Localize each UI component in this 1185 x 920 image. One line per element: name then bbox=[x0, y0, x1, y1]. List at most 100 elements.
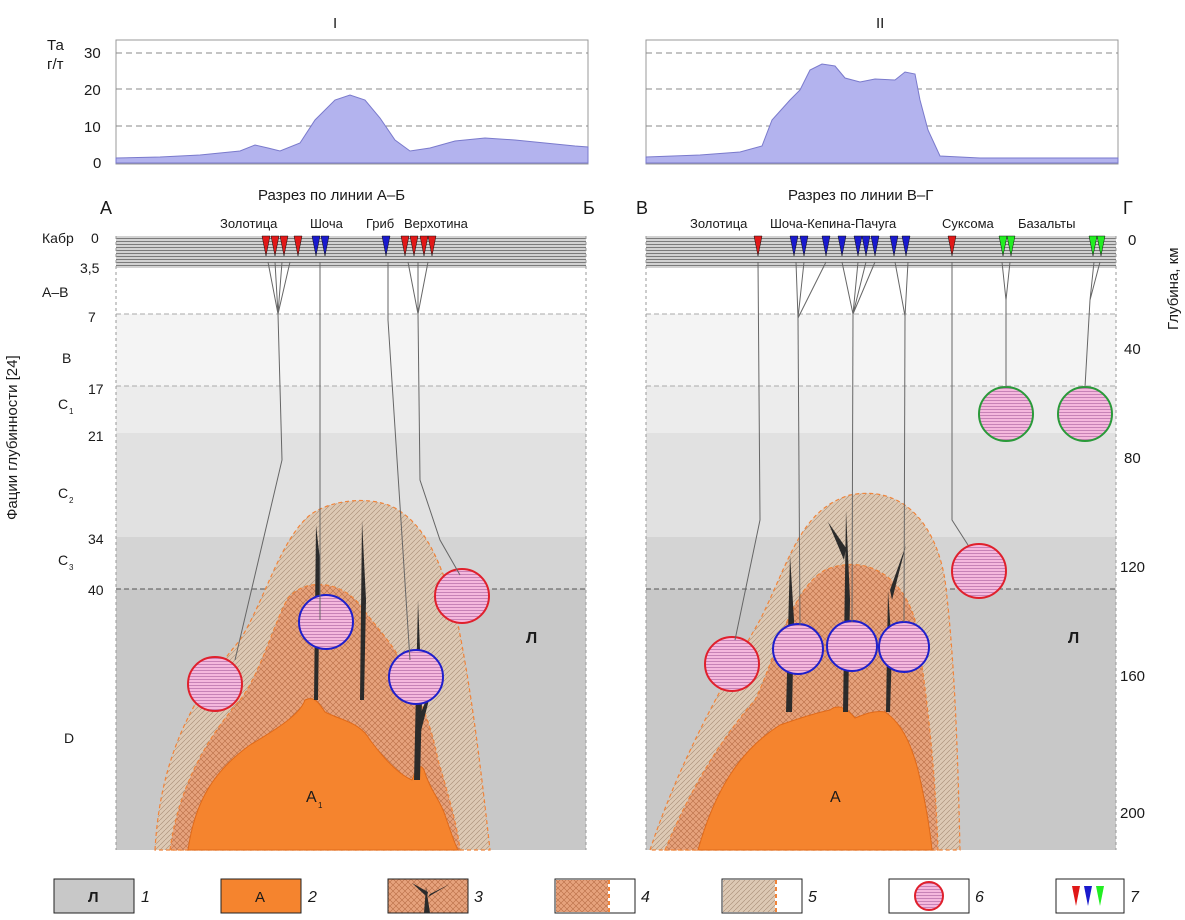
pipe-green-marker bbox=[1006, 235, 1016, 257]
corner-label-a: А bbox=[100, 198, 112, 218]
legend-item-2-label: А bbox=[255, 889, 265, 906]
kimberlite-source-red-right-2 bbox=[951, 543, 1007, 599]
ta-ylabel-line1: Та bbox=[47, 37, 64, 54]
pipe-red-marker bbox=[427, 235, 437, 257]
basalt-source-green-right-2 bbox=[1057, 386, 1113, 442]
legend-item-4: 4 bbox=[554, 878, 650, 914]
ta-tick-30: 30 bbox=[84, 45, 101, 62]
legend-item-4-number: 4 bbox=[641, 889, 650, 906]
kimberlite-dyke-left-2 bbox=[360, 520, 366, 700]
ta-profile-area-left bbox=[115, 94, 589, 164]
facies-zone-a-v: А–В bbox=[42, 284, 68, 300]
kimberlite-source-blue-left-1 bbox=[298, 594, 354, 650]
pipe-blue-marker bbox=[320, 235, 330, 257]
pipe-blue-marker bbox=[853, 235, 863, 257]
facies-boundary-0: 0 bbox=[91, 230, 99, 246]
pipe-red-marker bbox=[409, 235, 419, 257]
depth-tick-120: 120 bbox=[1120, 559, 1145, 576]
magma-pathways-right bbox=[734, 261, 1101, 641]
crust-band-left bbox=[116, 236, 586, 268]
well-label-shocha-kepina-pachuga: Шоча-Кепина-Пачуга bbox=[770, 216, 897, 231]
facies-zone-c3: С bbox=[58, 552, 68, 568]
ta-profile-area-right bbox=[645, 63, 1119, 164]
legend-item-3: 3 bbox=[387, 878, 483, 914]
well-label-grib: Гриб bbox=[366, 216, 394, 231]
facies-kabr-label: Кабр bbox=[42, 230, 74, 246]
depth-axis-label: Глубина, км bbox=[1165, 247, 1182, 330]
pipe-red-marker bbox=[753, 235, 763, 257]
ta-ylabel-line2: г/т bbox=[47, 56, 64, 73]
cross-section-right: Л А bbox=[645, 235, 1117, 851]
kimberlite-dyke-right-2-branch bbox=[828, 522, 846, 560]
asthenolith-label-left: А bbox=[306, 789, 317, 806]
section-title-left: Разрез по линии А–Б bbox=[258, 187, 405, 204]
kimberlite-dyke-right-3-branch bbox=[890, 545, 906, 600]
ta-chart-right bbox=[645, 39, 1119, 165]
well-label-bazalty: Базальты bbox=[1018, 216, 1075, 231]
legend-item-5: 5 bbox=[721, 878, 817, 914]
pipe-markers-right bbox=[753, 235, 1106, 257]
legend-item-5-number: 5 bbox=[808, 889, 817, 906]
kimberlite-source-red-right-1 bbox=[704, 636, 760, 692]
facies-boundary-7: 7 bbox=[88, 309, 96, 325]
depth-tick-160: 160 bbox=[1120, 668, 1145, 685]
legend-item-2-number: 2 bbox=[307, 889, 317, 906]
corner-label-b: Б bbox=[583, 198, 595, 218]
magma-pathways-left bbox=[234, 261, 461, 661]
legend-item-1: Л 1 bbox=[53, 878, 150, 914]
ta-tick-10: 10 bbox=[84, 119, 101, 136]
facies-boundary-21: 21 bbox=[88, 428, 104, 444]
pipe-green-marker bbox=[998, 235, 1008, 257]
pipe-blue-marker bbox=[789, 235, 799, 257]
well-label-suksoma: Суксома bbox=[942, 216, 995, 231]
basalt-source-green-right-1 bbox=[978, 386, 1034, 442]
pipe-red-marker bbox=[261, 235, 271, 257]
depth-tick-200: 200 bbox=[1120, 805, 1145, 822]
asthenolith-sub-left: 1 bbox=[318, 801, 323, 810]
legend: Л 1 А 2 3 4 5 6 bbox=[53, 878, 1140, 914]
panel-right-roman: II bbox=[876, 15, 884, 32]
legend-item-6-number: 6 bbox=[975, 889, 984, 906]
pipe-red-marker bbox=[293, 235, 303, 257]
facies-zone-v: В bbox=[62, 350, 71, 366]
kimberlite-source-blue-right-3 bbox=[878, 621, 930, 673]
facies-zone-c1-sub: 1 bbox=[69, 407, 74, 416]
kimberlite-source-blue-right-1 bbox=[772, 623, 824, 675]
kimberlite-source-blue-right-2 bbox=[826, 620, 878, 672]
pipe-blue-marker bbox=[861, 235, 871, 257]
pipe-blue-marker bbox=[311, 235, 321, 257]
facies-boundary-34: 34 bbox=[88, 531, 104, 547]
pipe-blue-marker bbox=[870, 235, 880, 257]
well-label-shocha: Шоча bbox=[310, 216, 344, 231]
panel-left-roman: I bbox=[333, 15, 337, 32]
facies-zone-c3-sub: 3 bbox=[69, 563, 74, 572]
pipe-markers-left bbox=[261, 235, 437, 257]
facies-zone-c2: С bbox=[58, 485, 68, 501]
kimberlite-source-blue-left-2 bbox=[388, 649, 444, 705]
pipe-green-marker bbox=[1096, 235, 1106, 257]
legend-item-2: А 2 bbox=[220, 878, 317, 914]
facies-boundary-3-5: 3,5 bbox=[80, 260, 100, 276]
section-title-right: Разрез по линии В–Г bbox=[788, 187, 933, 204]
facies-zone-d: D bbox=[64, 730, 74, 746]
asthenolith-label-right: А bbox=[830, 789, 841, 806]
pipe-red-marker bbox=[400, 235, 410, 257]
well-label-verkhotina: Верхотина bbox=[404, 216, 469, 231]
depth-tick-80: 80 bbox=[1124, 450, 1141, 467]
kimberlite-source-red-left-1 bbox=[187, 656, 243, 712]
legend-item-1-number: 1 bbox=[141, 889, 150, 906]
pipe-blue-marker bbox=[381, 235, 391, 257]
legend-item-7-number: 7 bbox=[1130, 889, 1140, 906]
well-label-zolotitsa-left: Золотица bbox=[220, 216, 278, 231]
facies-label-left: Л bbox=[526, 630, 537, 647]
asthenolith-right bbox=[697, 706, 933, 851]
depth-tick-0: 0 bbox=[1128, 232, 1136, 249]
facies-zone-c1: С bbox=[58, 396, 68, 412]
ta-tick-0: 0 bbox=[93, 155, 101, 172]
ta-tick-20: 20 bbox=[84, 82, 101, 99]
pipe-red-marker bbox=[947, 235, 957, 257]
facies-label-right: Л bbox=[1068, 630, 1079, 647]
asthenolith-left bbox=[187, 698, 459, 851]
legend-dyke-symbol bbox=[412, 883, 450, 913]
